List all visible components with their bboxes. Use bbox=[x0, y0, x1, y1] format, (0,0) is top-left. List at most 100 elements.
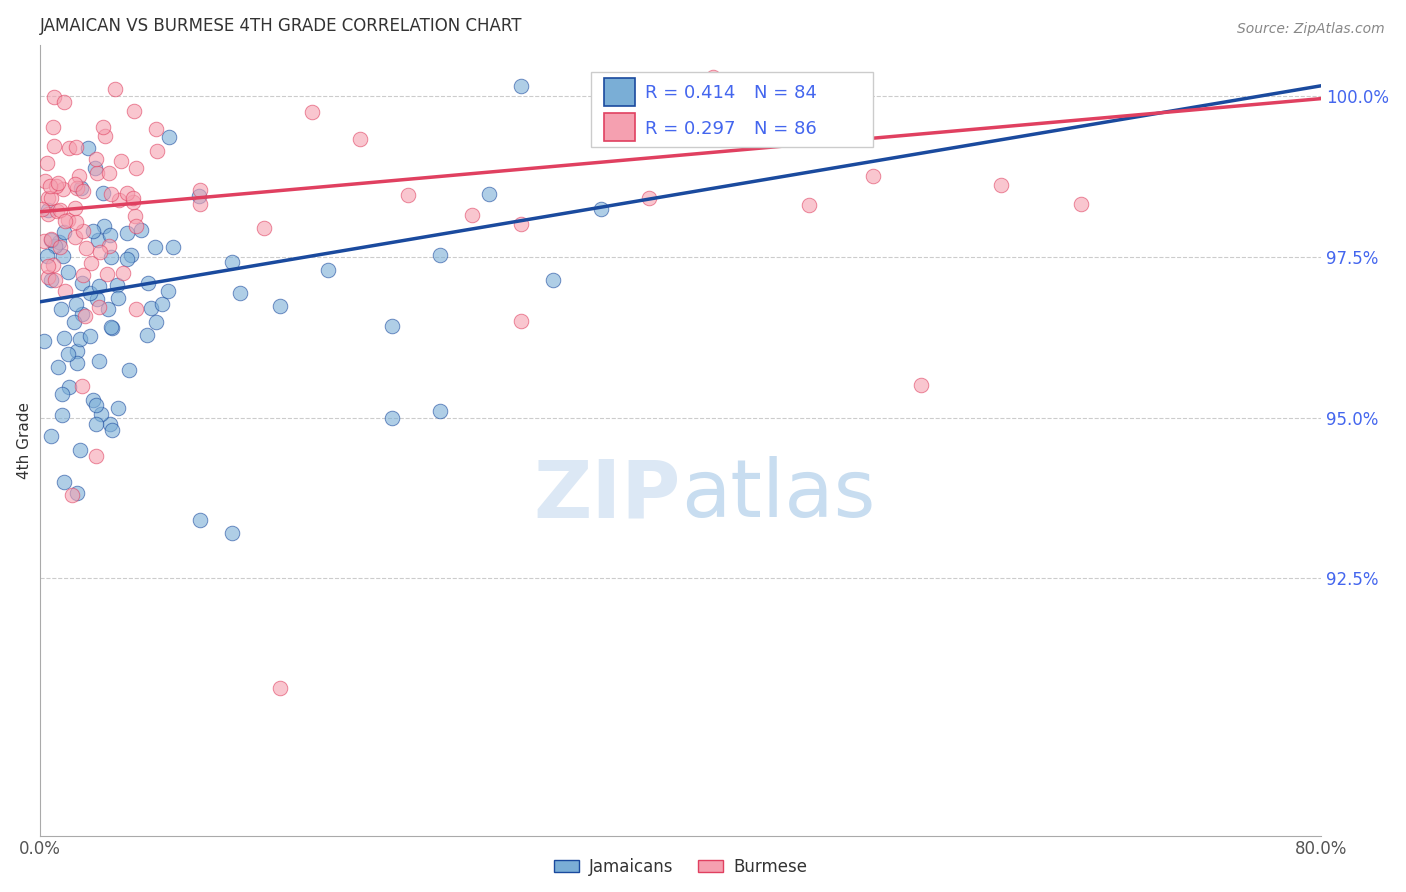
Point bbox=[70, 181, 93, 195]
Point bbox=[70, 379, 93, 393]
Point bbox=[91, 186, 114, 200]
Point bbox=[381, 318, 404, 333]
Point bbox=[39, 273, 62, 287]
Point bbox=[34, 174, 56, 188]
Point bbox=[66, 485, 89, 500]
Point bbox=[63, 229, 86, 244]
Point bbox=[45, 179, 67, 194]
Point bbox=[35, 156, 58, 170]
Point bbox=[143, 240, 166, 254]
Point bbox=[162, 240, 184, 254]
Point bbox=[150, 296, 173, 310]
Text: N = 84: N = 84 bbox=[754, 84, 817, 102]
Point bbox=[39, 234, 62, 248]
Point bbox=[98, 228, 121, 243]
Text: JAMAICAN VS BURMESE 4TH GRADE CORRELATION CHART: JAMAICAN VS BURMESE 4TH GRADE CORRELATIO… bbox=[39, 17, 523, 35]
Point bbox=[108, 193, 131, 207]
Point bbox=[32, 234, 55, 248]
Point bbox=[461, 209, 484, 223]
Point bbox=[56, 265, 79, 279]
Point bbox=[349, 131, 371, 145]
Point bbox=[145, 122, 167, 136]
Point bbox=[53, 475, 76, 489]
Point bbox=[797, 198, 820, 212]
Point bbox=[188, 189, 211, 203]
Point bbox=[37, 259, 59, 273]
Point bbox=[990, 178, 1012, 193]
Point bbox=[72, 184, 94, 198]
Point bbox=[107, 291, 129, 305]
Point bbox=[52, 182, 75, 196]
Text: R = 0.297: R = 0.297 bbox=[645, 120, 735, 137]
Point bbox=[381, 410, 404, 425]
Point bbox=[589, 202, 612, 216]
Point bbox=[125, 219, 148, 234]
Point bbox=[115, 252, 138, 266]
Point bbox=[269, 681, 291, 695]
Point bbox=[107, 401, 129, 415]
Point bbox=[188, 197, 211, 211]
Point bbox=[509, 217, 531, 231]
Point bbox=[159, 129, 181, 144]
Point bbox=[125, 161, 148, 176]
Point bbox=[58, 141, 80, 155]
Point bbox=[69, 332, 91, 346]
Point bbox=[49, 240, 72, 254]
Point bbox=[253, 220, 276, 235]
Point bbox=[229, 285, 252, 300]
Point bbox=[221, 526, 243, 541]
Point bbox=[63, 315, 86, 329]
Point bbox=[104, 82, 127, 96]
Y-axis label: 4th Grade: 4th Grade bbox=[17, 401, 32, 479]
Point bbox=[66, 181, 89, 195]
Point bbox=[87, 279, 110, 293]
Bar bbox=[603, 78, 634, 106]
Point bbox=[84, 161, 107, 175]
Point bbox=[105, 278, 128, 293]
Point bbox=[129, 222, 152, 236]
Point bbox=[301, 105, 323, 120]
Point bbox=[84, 417, 107, 431]
Point bbox=[66, 344, 89, 359]
Legend: Jamaicans, Burmese: Jamaicans, Burmese bbox=[547, 851, 814, 882]
Point bbox=[70, 276, 93, 290]
Point bbox=[48, 360, 70, 375]
Point bbox=[52, 250, 75, 264]
Point bbox=[318, 263, 340, 277]
Text: atlas: atlas bbox=[681, 457, 875, 534]
Point bbox=[396, 188, 419, 202]
Point bbox=[96, 268, 118, 282]
Point bbox=[69, 442, 91, 457]
Point bbox=[541, 273, 564, 287]
Point bbox=[53, 285, 76, 299]
Point bbox=[84, 152, 107, 166]
FancyBboxPatch shape bbox=[591, 72, 873, 147]
Point bbox=[58, 380, 80, 394]
Point bbox=[637, 191, 659, 205]
Point bbox=[41, 258, 63, 272]
Point bbox=[101, 321, 124, 335]
Point bbox=[53, 214, 76, 228]
Point bbox=[910, 378, 932, 392]
Point bbox=[31, 202, 53, 216]
Point bbox=[37, 207, 59, 221]
Point bbox=[118, 363, 141, 377]
Point bbox=[702, 70, 724, 84]
Point bbox=[269, 299, 291, 313]
Point bbox=[63, 201, 86, 215]
Point bbox=[121, 195, 143, 210]
Point bbox=[145, 315, 167, 329]
Point bbox=[121, 248, 143, 262]
Point bbox=[42, 139, 65, 153]
Text: N = 86: N = 86 bbox=[754, 120, 817, 137]
Point bbox=[101, 424, 124, 438]
Point bbox=[72, 268, 94, 282]
Point bbox=[589, 122, 612, 136]
Point bbox=[79, 328, 101, 343]
Point bbox=[65, 140, 87, 154]
Point bbox=[91, 120, 114, 134]
Point bbox=[98, 239, 121, 253]
Point bbox=[111, 266, 134, 280]
Point bbox=[98, 166, 121, 180]
Point bbox=[862, 169, 884, 184]
